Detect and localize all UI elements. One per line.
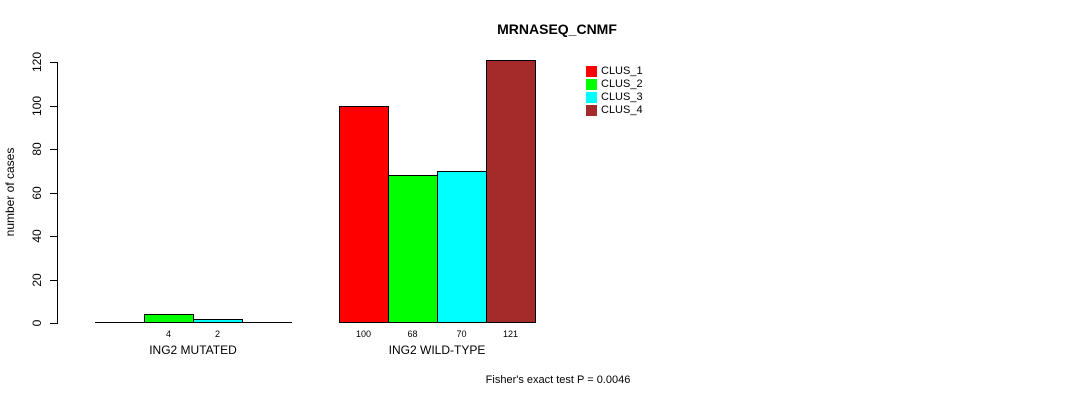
bar-value-label: 100 (355, 329, 372, 339)
legend-swatch-clus_3 (586, 92, 597, 104)
y-axis-tick-label: 120 (30, 51, 44, 73)
legend-swatch-clus_4 (586, 105, 597, 117)
y-axis-line (57, 62, 58, 324)
y-axis-tick-label: 20 (30, 273, 44, 287)
y-axis-tick-label: 0 (30, 319, 44, 327)
y-axis-tick (50, 280, 57, 281)
chart-title: MRNASEQ_CNMF (497, 21, 617, 37)
bar-value-label: 4 (165, 329, 172, 339)
y-axis-tick (50, 236, 57, 237)
legend-label: CLUS_2 (601, 77, 643, 90)
bar-value-label: 121 (502, 329, 519, 339)
y-axis-tick-label: 40 (30, 229, 44, 243)
y-axis-tick-label: 100 (30, 95, 44, 117)
y-axis-tick (50, 106, 57, 107)
legend-label: CLUS_3 (601, 91, 643, 104)
bar-clus_3-1 (193, 319, 243, 323)
bar-clus_2-1 (144, 314, 194, 323)
x-axis-group-label: ING2 WILD-TYPE (388, 343, 486, 357)
bar-value-label: 70 (456, 329, 467, 339)
bar-value-label: 2 (214, 329, 221, 339)
y-axis-tick (50, 149, 57, 150)
x-axis-group-label: ING2 MUTATED (149, 343, 237, 357)
legend-label: CLUS_4 (601, 104, 643, 117)
y-axis-tick (50, 193, 57, 194)
y-axis-tick (50, 323, 57, 324)
y-axis-tick-label: 80 (30, 142, 44, 156)
legend-swatch-clus_2 (586, 78, 597, 90)
bar-clus_2-2 (388, 175, 438, 323)
bar-clus_1-2 (339, 106, 389, 323)
legend-swatch-clus_1 (586, 65, 597, 77)
annotation-text: Fisher's exact test P = 0.0046 (485, 374, 631, 386)
legend-label: CLUS_1 (601, 64, 643, 77)
bar-value-label: 68 (407, 329, 418, 339)
y-axis-label: number of cases (3, 147, 17, 237)
bar-clus_4-2 (486, 60, 536, 323)
y-axis-tick (50, 62, 57, 63)
y-axis-tick-label: 60 (30, 186, 44, 200)
bar-clus_3-2 (437, 171, 487, 323)
